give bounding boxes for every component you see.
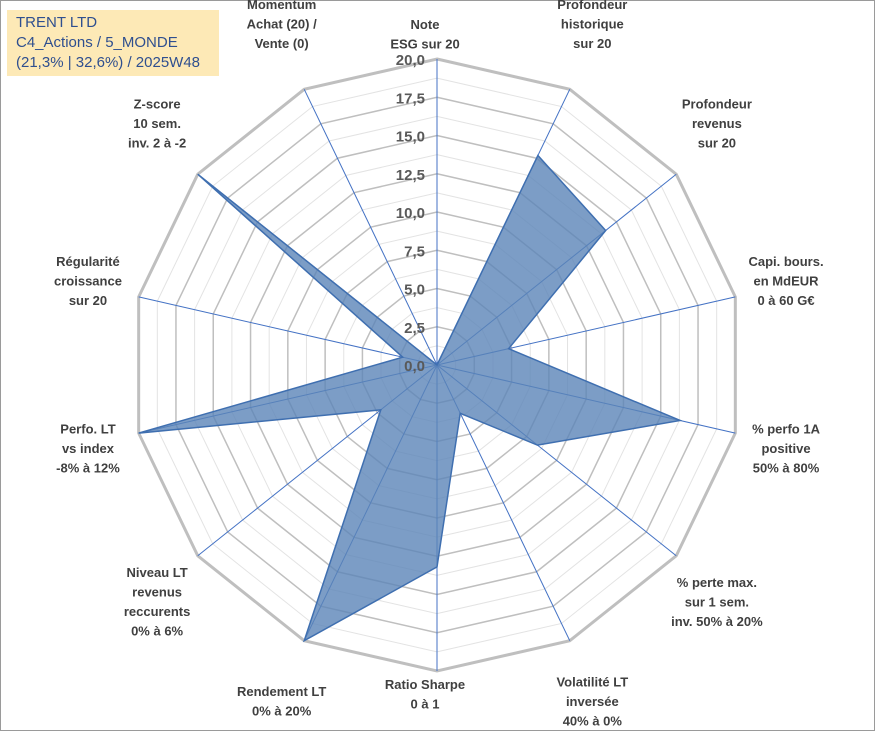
axis-label: Rendement LT 0% à 20% (237, 684, 326, 719)
axis-label: Note ESG sur 20 (390, 17, 459, 52)
tick-label: 7,5 (404, 243, 425, 260)
axis-label: Z-score 10 sem. inv. 2 à -2 (128, 97, 186, 151)
axis-label: Perfo. LT vs index -8% à 12% (56, 421, 120, 475)
tick-label: 2,5 (404, 320, 425, 337)
axis-label: Momentum Achat (20) / Vente (0) (247, 0, 317, 51)
axis-spoke (138, 296, 438, 366)
axis-label: Profondeur historique sur 20 (557, 0, 627, 51)
axis-label: % perfo 1A positive 50% à 80% (752, 421, 821, 475)
axis-label: Ratio Sharpe 0 à 1 (385, 677, 465, 712)
axis-label: Régularité croissance sur 20 (54, 254, 122, 308)
axis-label: Profondeur revenus sur 20 (682, 97, 752, 151)
chart-info-box: TRENT LTD C4_Actions / 5_MONDE (21,3% | … (7, 10, 219, 76)
axis-label: Capi. bours. en MdEUR 0 à 60 G€ (748, 254, 823, 308)
axis-label: % perte max. sur 1 sem. inv. 50% à 20% (671, 575, 763, 629)
series-area (138, 154, 683, 643)
tick-label: 12,5 (396, 167, 425, 184)
tick-label: 10,0 (396, 205, 425, 222)
axis-spoke (303, 89, 438, 366)
company-name: TRENT LTD (16, 14, 98, 31)
axis-label: Volatilité LT inversée 40% à 0% (556, 674, 628, 728)
axis-label: Niveau LT revenus reccurents 0% à 6% (124, 565, 190, 639)
tick-label: 5,0 (404, 282, 425, 299)
category-line: C4_Actions / 5_MONDE (16, 34, 178, 51)
score-week-line: (21,3% | 32,6%) / 2025W48 (16, 54, 200, 71)
tick-label: 15,0 (396, 129, 425, 146)
tick-label: 20,0 (396, 52, 425, 69)
tick-label: 0,0 (404, 358, 425, 375)
tick-label: 17,5 (396, 90, 425, 107)
